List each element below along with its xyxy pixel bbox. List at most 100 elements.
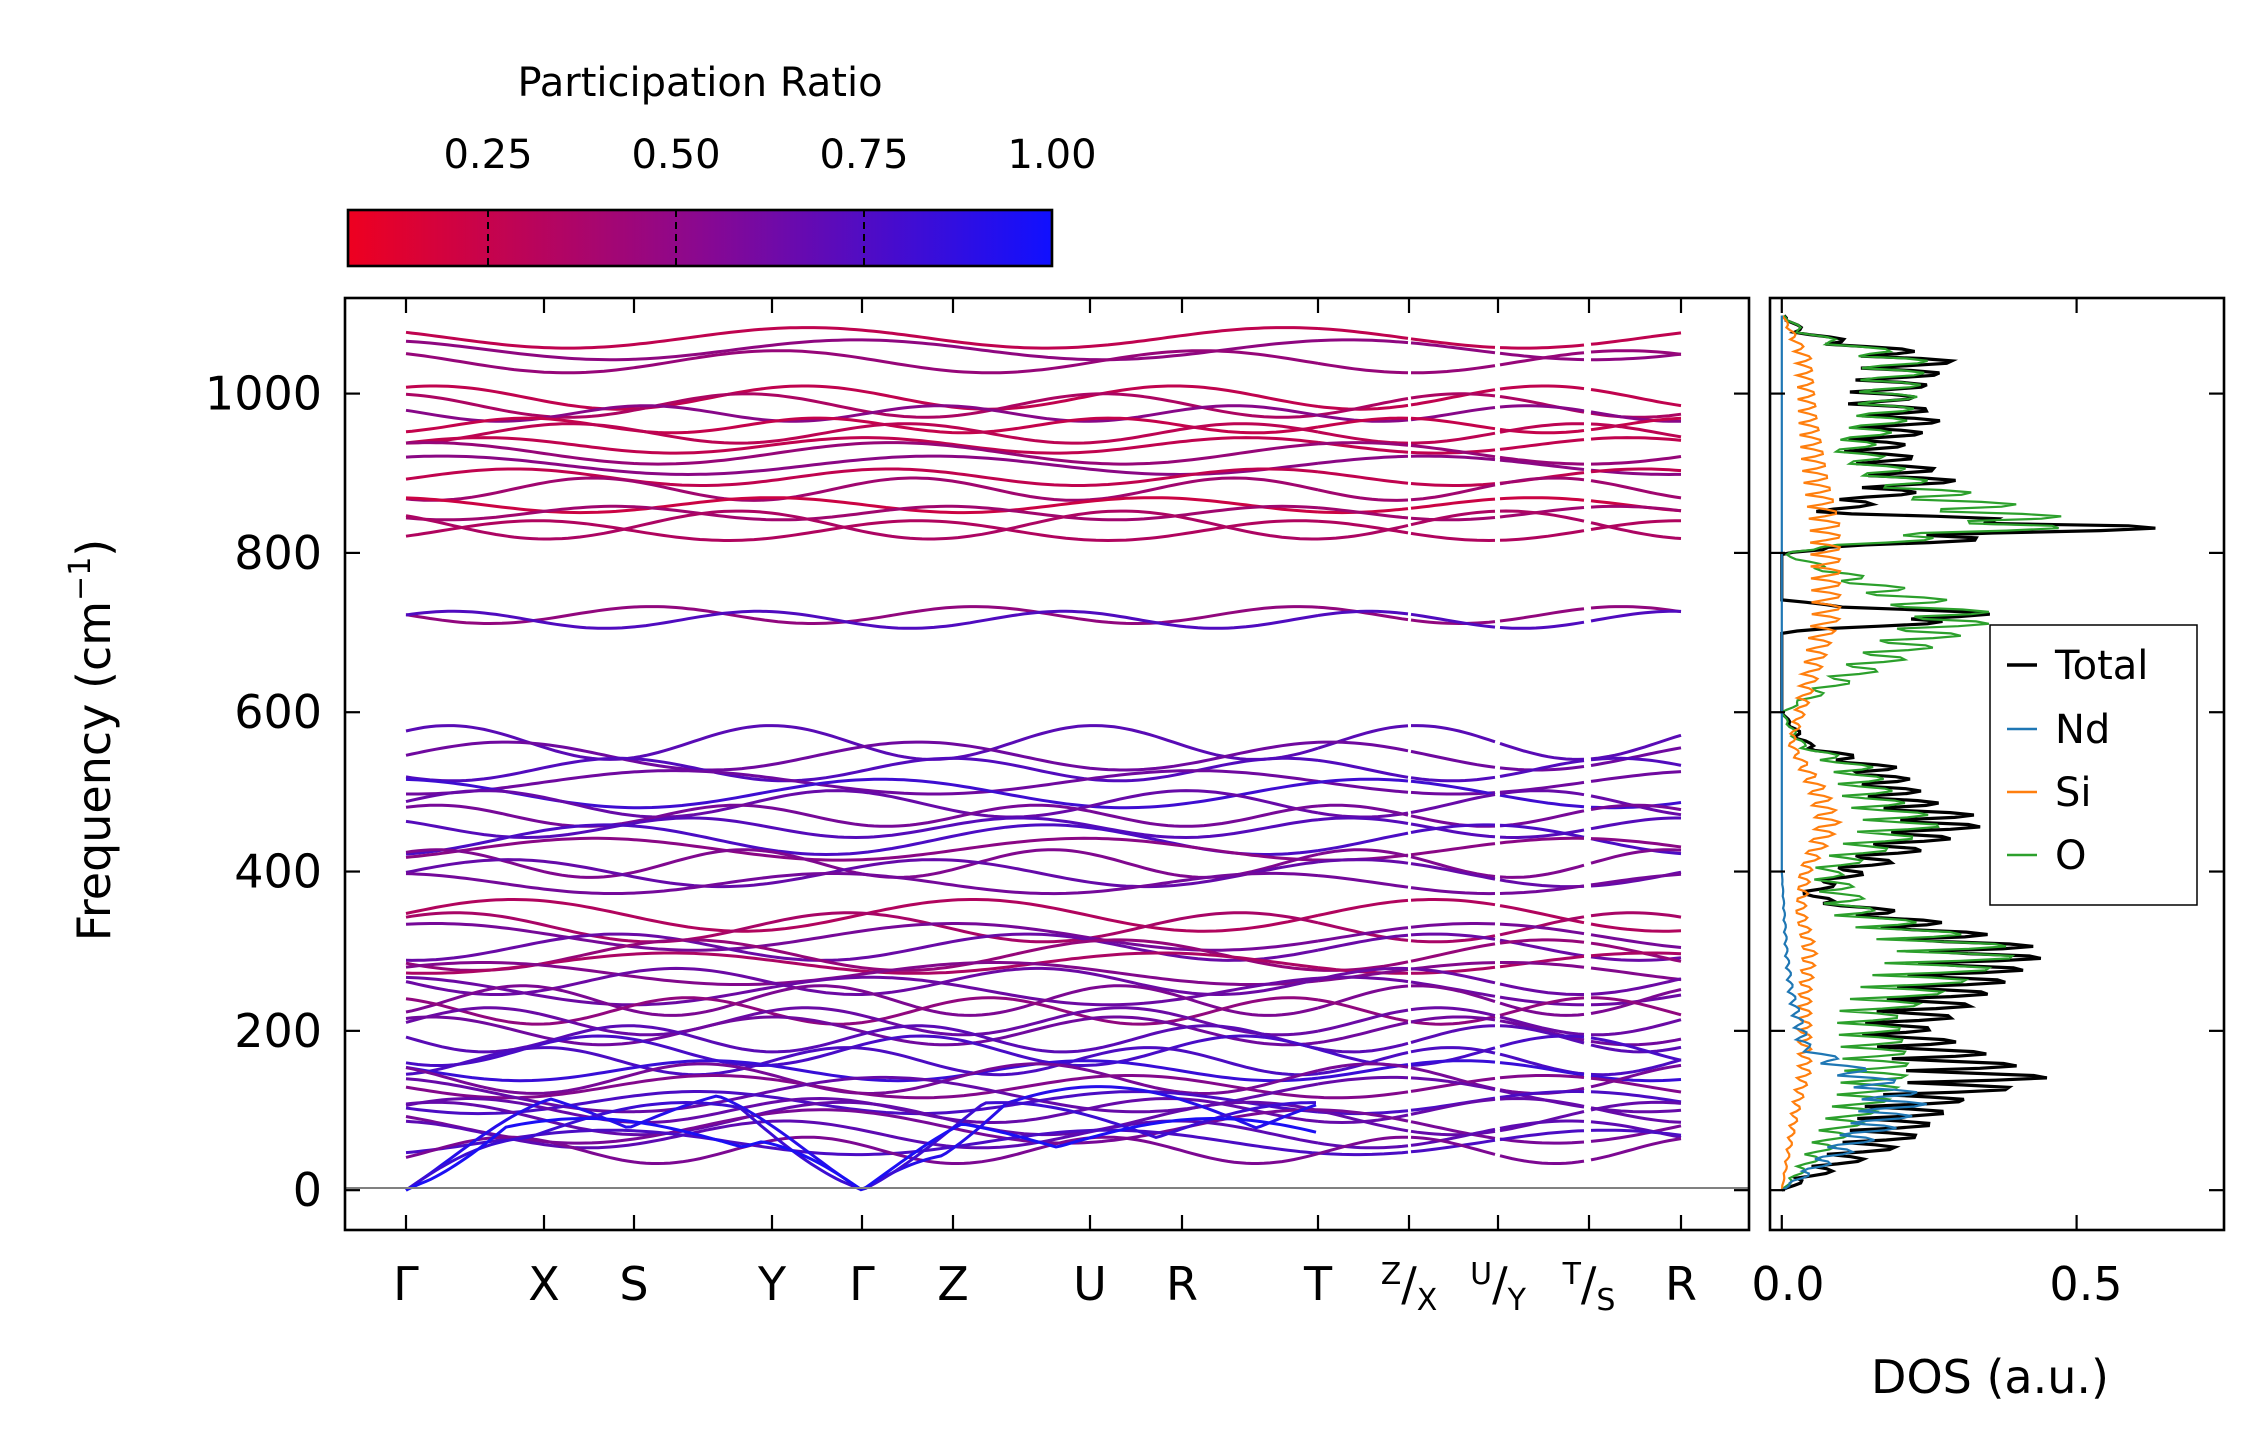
- acoustic-branch-2: [405, 1117, 1317, 1192]
- legend-frame: [1989, 624, 2198, 906]
- y-axis-label-sup: −1: [63, 557, 98, 601]
- kpoint-label-7: R: [1166, 1257, 1198, 1311]
- band-low-200-350-9-seg-1: [1317, 984, 1409, 1010]
- band-low-40-200-3-seg-1: [1317, 1063, 1409, 1080]
- band-low-200-350-11-seg-1: [1317, 1008, 1409, 1033]
- band-mid-400-560-7-seg-4: [1590, 816, 1681, 831]
- band-low-40-200-2-seg-2: [1410, 1046, 1496, 1055]
- band-low-40-200-7-seg-3: [1499, 1090, 1585, 1099]
- band-mid-400-560-10-seg-1: [1317, 848, 1409, 858]
- band-mid-400-560-0-seg-3: [1499, 741, 1585, 761]
- kpoint-break-lower-2: S: [1596, 1283, 1615, 1318]
- band-mid-400-560-12-seg-4: [1590, 872, 1682, 887]
- band-low-200-350-12-seg-1: [1317, 1021, 1409, 1045]
- band-mid-400-560-4-seg-2: [1410, 779, 1496, 796]
- kpoint-label-3: Y: [757, 1257, 787, 1311]
- band-low-40-200-12-seg-1: [1317, 1150, 1409, 1157]
- band-low-40-200-13-seg-0: [405, 1135, 1319, 1165]
- band-low-200-350-0-seg-1: [1317, 898, 1409, 917]
- colorbar-tick-label-0: 0.25: [443, 132, 532, 178]
- band-mid-400-560-1-seg-2: [1410, 749, 1496, 769]
- band-high-Si-O-6-seg-1: [1317, 416, 1409, 429]
- band-high-Si-O-10-seg-2: [1410, 454, 1496, 462]
- band-mid-400-560-11-seg-1: [1317, 858, 1409, 865]
- band-mid-400-560-2-seg-1: [1317, 758, 1409, 779]
- band-high-Si-O-0-seg-0: [405, 326, 1319, 350]
- band-low-40-200-12-seg-4: [1590, 1128, 1682, 1137]
- band-low-200-350-9-seg-0: [405, 984, 1319, 1017]
- band-high-Si-O-10-seg-1: [1317, 454, 1409, 465]
- band-low-40-200-5-seg-0: [405, 1074, 1319, 1100]
- kpoint-break-label-2: T/S: [1562, 1257, 1616, 1318]
- band-low-40-200-0-seg-4: [1590, 1043, 1682, 1054]
- band-low-40-200-13-seg-2: [1410, 1135, 1496, 1156]
- dos-x-tick-label-1: 0.5: [2049, 1257, 2122, 1311]
- band-low-40-200-0-seg-1: [1317, 1041, 1409, 1054]
- band-high-Si-O-13-seg-0: [405, 496, 1319, 515]
- band-mid-720-0-seg-3: [1499, 607, 1585, 623]
- band-low-40-200-6-seg-1: [1317, 1075, 1409, 1086]
- band-high-Si-O-1-seg-2: [1410, 341, 1496, 355]
- band-low-40-200-8-seg-2: [1410, 1097, 1496, 1116]
- kpoint-break-label-0: Z/X: [1381, 1257, 1438, 1318]
- band-mid-400-560-7-seg-0: [405, 816, 1319, 840]
- band-low-40-200-8-seg-3: [1499, 1096, 1585, 1108]
- colorbar-bar: [346, 208, 1054, 268]
- band-mid-400-560-11-seg-2: [1410, 862, 1496, 881]
- band-low-200-350-5-seg-3: [1499, 954, 1585, 969]
- band-low-40-200-6-seg-0: [405, 1075, 1319, 1114]
- band-mid-400-560-3-seg-2: [1410, 790, 1496, 796]
- kpoint-label-8: T: [1303, 1257, 1333, 1311]
- band-low-200-350-8-seg-0: [405, 975, 1319, 1007]
- band-high-Si-O-14-seg-2: [1410, 516, 1496, 522]
- band-high-Si-O-3-seg-1: [1317, 403, 1409, 411]
- band-mid-400-560-11-seg-0: [405, 858, 1319, 889]
- band-mid-400-560-12-seg-2: [1410, 886, 1496, 896]
- colorbar-tick-label-1: 0.50: [631, 132, 720, 178]
- band-mid-400-560-1-seg-3: [1499, 765, 1585, 772]
- band-mid-400-560-6-seg-1: [1317, 803, 1409, 817]
- kpoint-break-upper-0: Z: [1381, 1257, 1402, 1292]
- band-mid-400-560-7-seg-1: [1317, 816, 1409, 825]
- band-mid-400-560-8-seg-3: [1499, 823, 1585, 839]
- band-high-Si-O-12-seg-0: [405, 476, 1319, 502]
- band-y-tick-label-3: 600: [234, 685, 322, 739]
- band-mid-400-560-9-seg-4: [1590, 837, 1682, 849]
- band-high-Si-O-12-seg-1: [1317, 488, 1409, 502]
- band-mid-400-560-4-seg-3: [1499, 793, 1585, 809]
- band-low-200-350-6-seg-3: [1500, 961, 1585, 969]
- band-low-40-200-5-seg-1: [1317, 1090, 1409, 1100]
- y-axis-label-main: Frequency (cm: [67, 601, 121, 941]
- band-high-Si-O-12-seg-2: [1410, 483, 1496, 502]
- band-high-Si-O-11-seg-4: [1590, 467, 1682, 474]
- band-low-40-200-9-seg-1: [1317, 1109, 1409, 1133]
- band-high-Si-O-16-seg-4: [1590, 519, 1682, 531]
- band-y-tick-label-4: 800: [234, 526, 322, 580]
- band-axes-frame: [343, 296, 1751, 1232]
- band-mid-400-560-2-seg-4: [1590, 756, 1682, 767]
- band-high-Si-O-16-seg-1: [1317, 519, 1409, 535]
- band-mid-400-560-5-seg-2: [1410, 793, 1496, 814]
- band-low-200-350-10-seg-1: [1317, 998, 1409, 1023]
- band-low-200-350-12-seg-2: [1410, 1015, 1496, 1024]
- band-low-200-350-4-seg-2: [1410, 942, 1496, 963]
- band-low-200-350-6-seg-0: [405, 961, 1319, 986]
- band-mid-720-0-seg-0: [405, 605, 1319, 625]
- band-low-200-350-6-seg-1: [1317, 968, 1409, 983]
- band-high-Si-O-2-seg-4: [1590, 349, 1682, 356]
- band-high-Si-O-15-seg-1: [1317, 523, 1409, 541]
- band-low-200-350-10-seg-2: [1410, 1015, 1496, 1026]
- colorbar-tick-label-2: 0.75: [819, 132, 908, 178]
- dos-series-nd: [1780, 315, 1927, 1192]
- kpoint-label-end: R: [1665, 1257, 1697, 1311]
- band-mid-400-560-2-seg-0: [405, 756, 1319, 783]
- band-mid-400-560-6-seg-0: [405, 803, 1319, 828]
- band-high-Si-O-9-seg-4: [1590, 455, 1682, 466]
- band-low-200-350-2-seg-3: [1499, 922, 1585, 936]
- band-low-200-350-1-seg-0: [405, 911, 1319, 944]
- band-low-40-200-7-seg-0: [405, 1089, 1319, 1116]
- kpoint-break-lower-1: Y: [1507, 1283, 1527, 1318]
- band-high-Si-O-0-seg-3: [1499, 343, 1585, 350]
- band-low-200-350-0-seg-2: [1410, 898, 1496, 907]
